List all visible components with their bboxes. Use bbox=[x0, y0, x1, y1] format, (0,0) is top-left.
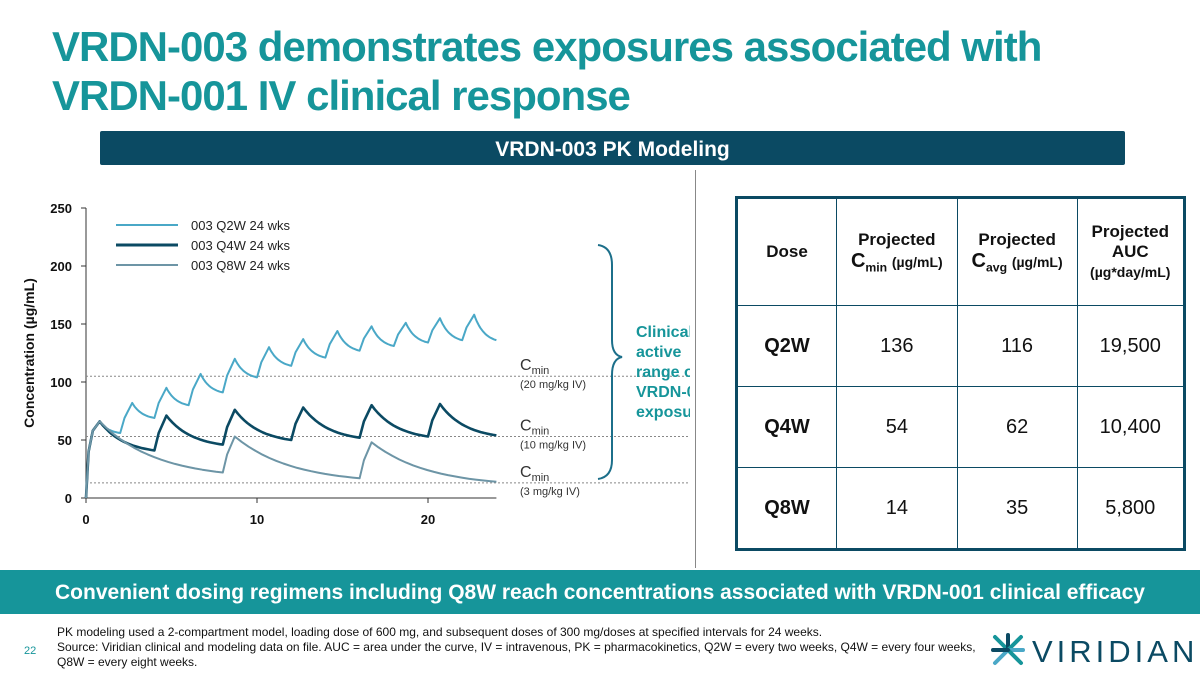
y-tick-label: 50 bbox=[58, 433, 72, 448]
pk-chart: 0 50 100 150 200 250 0 10 20 Concentration (µg/mL… bbox=[21, 201, 690, 527]
row-dose: Q2W bbox=[736, 305, 837, 387]
x-tick-label: 10 bbox=[250, 512, 264, 527]
row-dose: Q8W bbox=[736, 467, 837, 550]
series-line-q4w bbox=[84, 402, 497, 499]
footnote-1: PK modeling used a 2-compartment model, … bbox=[57, 625, 823, 639]
logo-text: VIRIDIAN bbox=[1032, 634, 1199, 669]
bracket-brace bbox=[597, 244, 623, 480]
y-tick-label: 200 bbox=[50, 259, 72, 274]
row-cmin: 54 bbox=[836, 386, 958, 468]
header-dose: Dose bbox=[736, 197, 837, 306]
x-tick-label: 0 bbox=[82, 512, 89, 527]
page-number: 22 bbox=[24, 645, 37, 657]
row-auc: 10,400 bbox=[1076, 386, 1186, 468]
table-row: Q2W 136 116 19,500 bbox=[736, 305, 1186, 387]
table-header-row: Dose Projected Cmin (µg/mL) Projected Ca… bbox=[736, 197, 1186, 306]
viridian-logo-icon bbox=[991, 633, 1025, 665]
y-tick-label: 250 bbox=[50, 201, 72, 216]
cmin-label: Cmin bbox=[520, 464, 549, 484]
header-cavg: Projected Cavg (µg/mL) bbox=[956, 197, 1078, 306]
pk-table: Dose Projected Cmin (µg/mL) Projected Ca… bbox=[735, 196, 1186, 551]
header-cmin: Projected Cmin (µg/mL) bbox=[836, 197, 958, 306]
conclusion-banner: Convenient dosing regimens including Q8W… bbox=[0, 570, 1200, 614]
legend-item: 003 Q2W 24 wks bbox=[191, 218, 290, 233]
vertical-divider bbox=[695, 170, 696, 568]
footnotes: PK modeling used a 2-compartment model, … bbox=[57, 625, 977, 670]
header-auc: Projected AUC (µg*day/mL) bbox=[1076, 197, 1186, 306]
cmin-note: (20 mg/kg IV) bbox=[520, 379, 586, 391]
viridian-logo: VIRIDIAN bbox=[990, 630, 1194, 670]
cmin-note: (10 mg/kg IV) bbox=[520, 440, 586, 452]
clinically-active-annotation: exposures bbox=[636, 404, 690, 421]
clinically-active-annotation: range of bbox=[636, 364, 690, 381]
y-tick-label: 150 bbox=[50, 317, 72, 332]
clinically-active-annotation: Clinically bbox=[636, 324, 690, 341]
x-tick-label: 20 bbox=[421, 512, 435, 527]
clinically-active-annotation: VRDN-001 bbox=[636, 384, 690, 401]
legend-item: 003 Q4W 24 wks bbox=[191, 238, 290, 253]
y-axis-label: Concentration (µg/mL) bbox=[21, 278, 37, 428]
row-cmin: 14 bbox=[836, 467, 958, 550]
table-row: Q8W 14 35 5,800 bbox=[736, 467, 1186, 550]
cmin-note: (3 mg/kg IV) bbox=[520, 486, 580, 498]
row-cmin: 136 bbox=[836, 305, 958, 387]
row-cavg: 62 bbox=[956, 386, 1078, 468]
page-title: VRDN-003 demonstrates exposures associat… bbox=[52, 23, 1042, 119]
cmin-label: Cmin bbox=[520, 357, 549, 377]
y-tick-label: 100 bbox=[50, 375, 72, 390]
row-dose: Q4W bbox=[736, 386, 837, 468]
series-line-q2w bbox=[85, 313, 497, 499]
table-row: Q4W 54 62 10,400 bbox=[736, 386, 1186, 468]
series-line-q8w bbox=[85, 420, 497, 499]
row-auc: 19,500 bbox=[1076, 305, 1186, 387]
cmin-label: Cmin bbox=[520, 418, 549, 438]
y-tick-label: 0 bbox=[65, 491, 72, 506]
section-header: VRDN-003 PK Modeling bbox=[100, 131, 1125, 165]
row-auc: 5,800 bbox=[1076, 467, 1186, 550]
footnote-2: Source: Viridian clinical and modeling d… bbox=[57, 640, 976, 669]
row-cavg: 116 bbox=[956, 305, 1078, 387]
row-cavg: 35 bbox=[956, 467, 1078, 550]
legend-item: 003 Q8W 24 wks bbox=[191, 258, 290, 273]
clinically-active-annotation: active bbox=[636, 344, 681, 361]
